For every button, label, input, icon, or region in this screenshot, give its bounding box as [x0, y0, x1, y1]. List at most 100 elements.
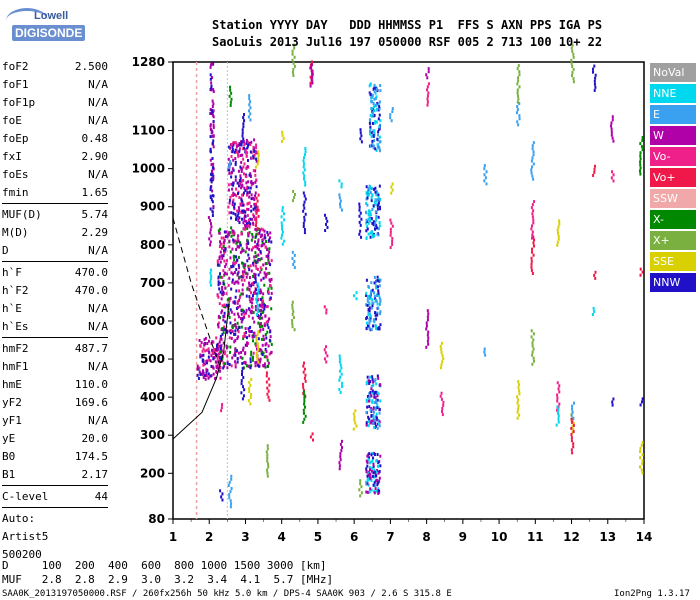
echo-point [224, 265, 227, 269]
param-value: 5.74 [81, 208, 109, 221]
echo-point [205, 370, 208, 374]
software-version: Ion2Png 1.3.17 [614, 589, 690, 599]
param-label: h`Es [2, 320, 29, 333]
echo-point [374, 96, 377, 100]
echo-point [217, 321, 220, 325]
echo-point [242, 172, 245, 176]
echo-point [309, 435, 312, 439]
echo-point [219, 250, 222, 254]
echo-point [233, 332, 236, 336]
echo-point [198, 366, 201, 370]
echo-point [266, 468, 269, 472]
echo-point [532, 218, 535, 222]
echo-point [440, 341, 443, 345]
echo-point [232, 211, 235, 215]
echo-point [222, 331, 225, 335]
distance-row: D 100 200 400 600 800 1000 1500 3000 [km… [2, 559, 327, 572]
echo-point [376, 278, 379, 282]
echo-point [253, 206, 256, 210]
echo-point [212, 366, 215, 370]
echo-point [378, 146, 381, 150]
echo-point [483, 179, 486, 183]
echo-point [259, 312, 262, 316]
echo-point [207, 355, 210, 359]
echo-point [373, 318, 376, 322]
echo-point [265, 336, 268, 340]
echo-point [212, 123, 215, 127]
echo-point [441, 360, 444, 364]
echo-point [228, 362, 231, 366]
echo-point [263, 304, 266, 308]
echo-point [375, 327, 378, 331]
echo-point [266, 474, 269, 478]
echo-point [249, 360, 252, 364]
echo-point [293, 266, 296, 270]
echo-point [610, 127, 613, 131]
echo-point [369, 113, 372, 117]
echo-point [371, 375, 374, 379]
echo-point [531, 353, 534, 357]
echo-point [229, 490, 232, 494]
echo-point [242, 165, 245, 169]
echo-point [246, 287, 249, 291]
echo-point [368, 375, 371, 379]
echo-point [218, 255, 221, 259]
echo-point [245, 242, 248, 246]
echo-point [256, 347, 259, 351]
echo-point [232, 231, 235, 235]
echo-point [232, 141, 235, 145]
echo-point [257, 285, 260, 289]
echo-point [375, 198, 378, 202]
echo-point [572, 418, 575, 422]
echo-point [264, 273, 267, 277]
echo-point [236, 181, 239, 185]
echo-point [263, 324, 266, 328]
echo-point [376, 422, 379, 426]
echo-point [241, 361, 244, 365]
param-label: yF1 [2, 414, 22, 427]
echo-point [239, 317, 242, 321]
echo-point [208, 237, 211, 241]
echo-point [244, 327, 247, 331]
echo-point [530, 171, 533, 175]
echo-point [256, 299, 259, 303]
echo-point [242, 366, 245, 370]
echo-point [233, 205, 236, 209]
echo-point [258, 360, 261, 364]
echo-point [246, 343, 249, 347]
echo-point [229, 231, 232, 235]
echo-point [365, 293, 368, 297]
echo-point [366, 460, 369, 464]
echo-point [235, 255, 238, 259]
echo-point [231, 280, 234, 284]
echo-point [369, 144, 372, 148]
echo-point [639, 456, 642, 460]
echo-point [252, 145, 255, 149]
echo-point [221, 256, 224, 260]
echo-point [268, 236, 271, 240]
echo-point [262, 237, 265, 241]
echo-point [375, 223, 378, 227]
echo-point [241, 356, 244, 360]
param-row-fof1: foF1 N/A [2, 76, 108, 94]
echo-point [594, 76, 597, 80]
echo-point [254, 264, 257, 268]
echo-point [214, 377, 217, 381]
echo-point [377, 487, 380, 491]
param-value: N/A [88, 302, 108, 315]
param-row-fxi: fxI 2.90 [2, 148, 108, 166]
echo-point [293, 328, 296, 332]
echo-point [338, 196, 341, 200]
echo-point [365, 210, 368, 214]
echo-point [216, 357, 219, 361]
echo-point [365, 381, 368, 385]
echo-point [268, 261, 271, 265]
echo-point [341, 439, 344, 443]
echo-point [221, 285, 224, 289]
echo-point [252, 154, 255, 158]
echo-point [368, 452, 371, 456]
profile-trace [172, 301, 230, 440]
echo-point [256, 294, 259, 298]
echo-point [266, 358, 269, 362]
echo-point [246, 140, 249, 144]
